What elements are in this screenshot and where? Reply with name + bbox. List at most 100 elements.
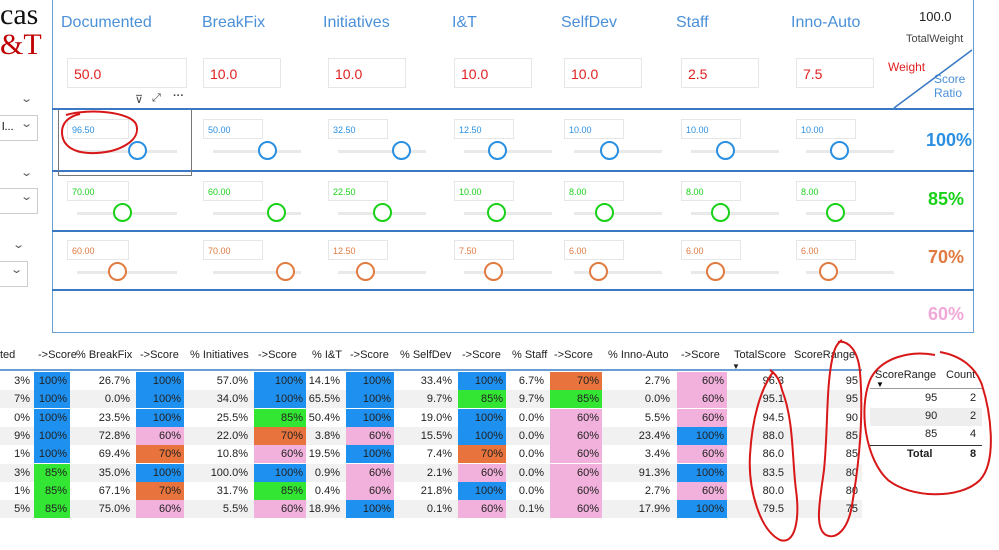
column-header[interactable]: % Inno-Auto — [608, 349, 669, 361]
slider-value-70[interactable]: 6.00 — [681, 240, 741, 260]
filter-icon[interactable]: ⊽ — [135, 94, 144, 106]
slider-handle[interactable] — [487, 203, 506, 222]
slider-value-100[interactable]: 96.50 — [67, 119, 129, 139]
slider-value-70[interactable]: 60.00 — [67, 240, 129, 260]
column-header[interactable]: ->Score — [38, 349, 77, 361]
slicer-2-chevron-icon[interactable]: ⌄ — [20, 167, 34, 179]
slider-track[interactable] — [691, 212, 779, 215]
weight-input[interactable]: 10.0 — [454, 58, 532, 88]
sort-desc-icon[interactable]: ▼ — [732, 362, 740, 371]
slider-value-100[interactable]: 50.00 — [203, 119, 263, 139]
slider-track[interactable] — [806, 212, 894, 215]
slider-value-70[interactable]: 6.00 — [564, 240, 624, 260]
slider-track[interactable] — [338, 271, 426, 274]
weight-input[interactable]: 7.5 — [796, 58, 874, 88]
column-header[interactable]: ->Score — [140, 349, 179, 361]
slider-handle[interactable] — [595, 203, 614, 222]
slider-handle[interactable] — [373, 203, 392, 222]
slider-value-70[interactable]: 70.00 — [203, 240, 263, 260]
range-col-header[interactable]: ScoreRange — [875, 369, 937, 381]
slider-value-100[interactable]: 32.50 — [328, 119, 388, 139]
column-header[interactable]: % SelfDev — [400, 349, 452, 361]
column-header[interactable]: TotalScore — [734, 349, 786, 361]
slider-handle[interactable] — [258, 141, 277, 160]
slicer-1-chevron-icon[interactable]: ⌄ — [20, 93, 34, 105]
slider-track[interactable] — [574, 212, 662, 215]
slider-handle[interactable] — [589, 262, 608, 281]
slider-handle[interactable] — [819, 262, 838, 281]
focus-mode-icon[interactable]: ⤢ — [152, 92, 161, 104]
slicer-2-dropdown[interactable]: ⌄ — [0, 188, 38, 214]
slider-handle[interactable] — [267, 203, 286, 222]
slider-value-85[interactable]: 8.00 — [564, 181, 624, 201]
slider-handle[interactable] — [392, 141, 411, 160]
header-divider — [0, 369, 862, 371]
slider-track[interactable] — [213, 150, 301, 153]
slider-track[interactable] — [464, 212, 552, 215]
tier-label-70: 70% — [928, 247, 965, 267]
column-header[interactable]: ->Score — [350, 349, 389, 361]
slider-handle[interactable] — [600, 141, 619, 160]
column-header[interactable]: % Initiatives — [190, 349, 249, 361]
slider-track[interactable] — [464, 150, 552, 153]
slider-track[interactable] — [338, 150, 426, 153]
slider-handle[interactable] — [706, 262, 725, 281]
slider-handle[interactable] — [716, 141, 735, 160]
slider-track[interactable] — [213, 212, 301, 215]
slider-handle[interactable] — [830, 141, 849, 160]
column-header[interactable]: % BreakFix — [76, 349, 133, 361]
column-header[interactable]: ted — [0, 349, 16, 361]
logo: cas &T — [0, 0, 42, 60]
slider-value-70[interactable]: 6.00 — [796, 240, 856, 260]
slider-value-85[interactable]: 60.00 — [203, 181, 263, 201]
slider-value-100[interactable]: 10.00 — [681, 119, 741, 139]
slicer-3-chevron-icon[interactable]: ⌄ — [12, 239, 26, 251]
slider-track[interactable] — [691, 271, 779, 274]
slider-value-85[interactable]: 70.00 — [67, 181, 129, 201]
slider-handle[interactable] — [711, 203, 730, 222]
slider-track[interactable] — [574, 271, 662, 274]
slider-track[interactable] — [213, 271, 301, 274]
column-header[interactable]: % Staff — [512, 349, 548, 361]
slider-handle[interactable] — [826, 203, 845, 222]
slider-value-70[interactable]: 7.50 — [454, 240, 514, 260]
slicer-1-dropdown[interactable]: l... ⌄ — [0, 115, 38, 141]
column-header[interactable]: % I&T — [312, 349, 342, 361]
column-header[interactable]: ->Score — [681, 349, 720, 361]
slider-handle[interactable] — [113, 203, 132, 222]
slider-handle[interactable] — [108, 262, 127, 281]
more-options-icon[interactable]: ··· — [173, 90, 184, 102]
slider-value-85[interactable]: 8.00 — [796, 181, 856, 201]
slider-value-85[interactable]: 8.00 — [681, 181, 741, 201]
slider-track[interactable] — [464, 271, 552, 274]
count-col-header[interactable]: Count — [946, 369, 976, 381]
weight-input[interactable]: 50.0 — [67, 58, 187, 88]
slider-value-85[interactable]: 22.50 — [328, 181, 388, 201]
slider-handle[interactable] — [488, 141, 507, 160]
slider-handle[interactable] — [276, 262, 295, 281]
column-header[interactable]: ScoreRange — [794, 349, 856, 361]
weight-input[interactable]: 10.0 — [328, 58, 406, 88]
weight-input[interactable]: 2.5 — [681, 58, 759, 88]
slider-track[interactable] — [77, 150, 177, 153]
slider-value-100[interactable]: 10.00 — [564, 119, 624, 139]
slicer-3-dropdown[interactable]: ⌄ — [0, 261, 28, 287]
slider-value-100[interactable]: 10.00 — [796, 119, 856, 139]
weight-input[interactable]: 10.0 — [203, 58, 281, 88]
slider-value-100[interactable]: 12.50 — [454, 119, 514, 139]
table-cell: 2.1% — [426, 466, 452, 479]
weight-input[interactable]: 10.0 — [564, 58, 642, 88]
column-header[interactable]: ->Score — [554, 349, 593, 361]
slider-value-70[interactable]: 12.50 — [328, 240, 388, 260]
slider-track[interactable] — [77, 271, 177, 274]
column-header[interactable]: ->Score — [462, 349, 501, 361]
column-header[interactable]: ->Score — [258, 349, 297, 361]
slider-handle[interactable] — [128, 141, 147, 160]
slider-handle[interactable] — [356, 262, 375, 281]
table-cell: 91.3% — [638, 466, 670, 479]
slider-value-85[interactable]: 10.00 — [454, 181, 514, 201]
slider-handle[interactable] — [484, 262, 503, 281]
slider-track[interactable] — [691, 150, 779, 153]
slider-track[interactable] — [806, 150, 894, 153]
slider-track[interactable] — [806, 271, 894, 274]
